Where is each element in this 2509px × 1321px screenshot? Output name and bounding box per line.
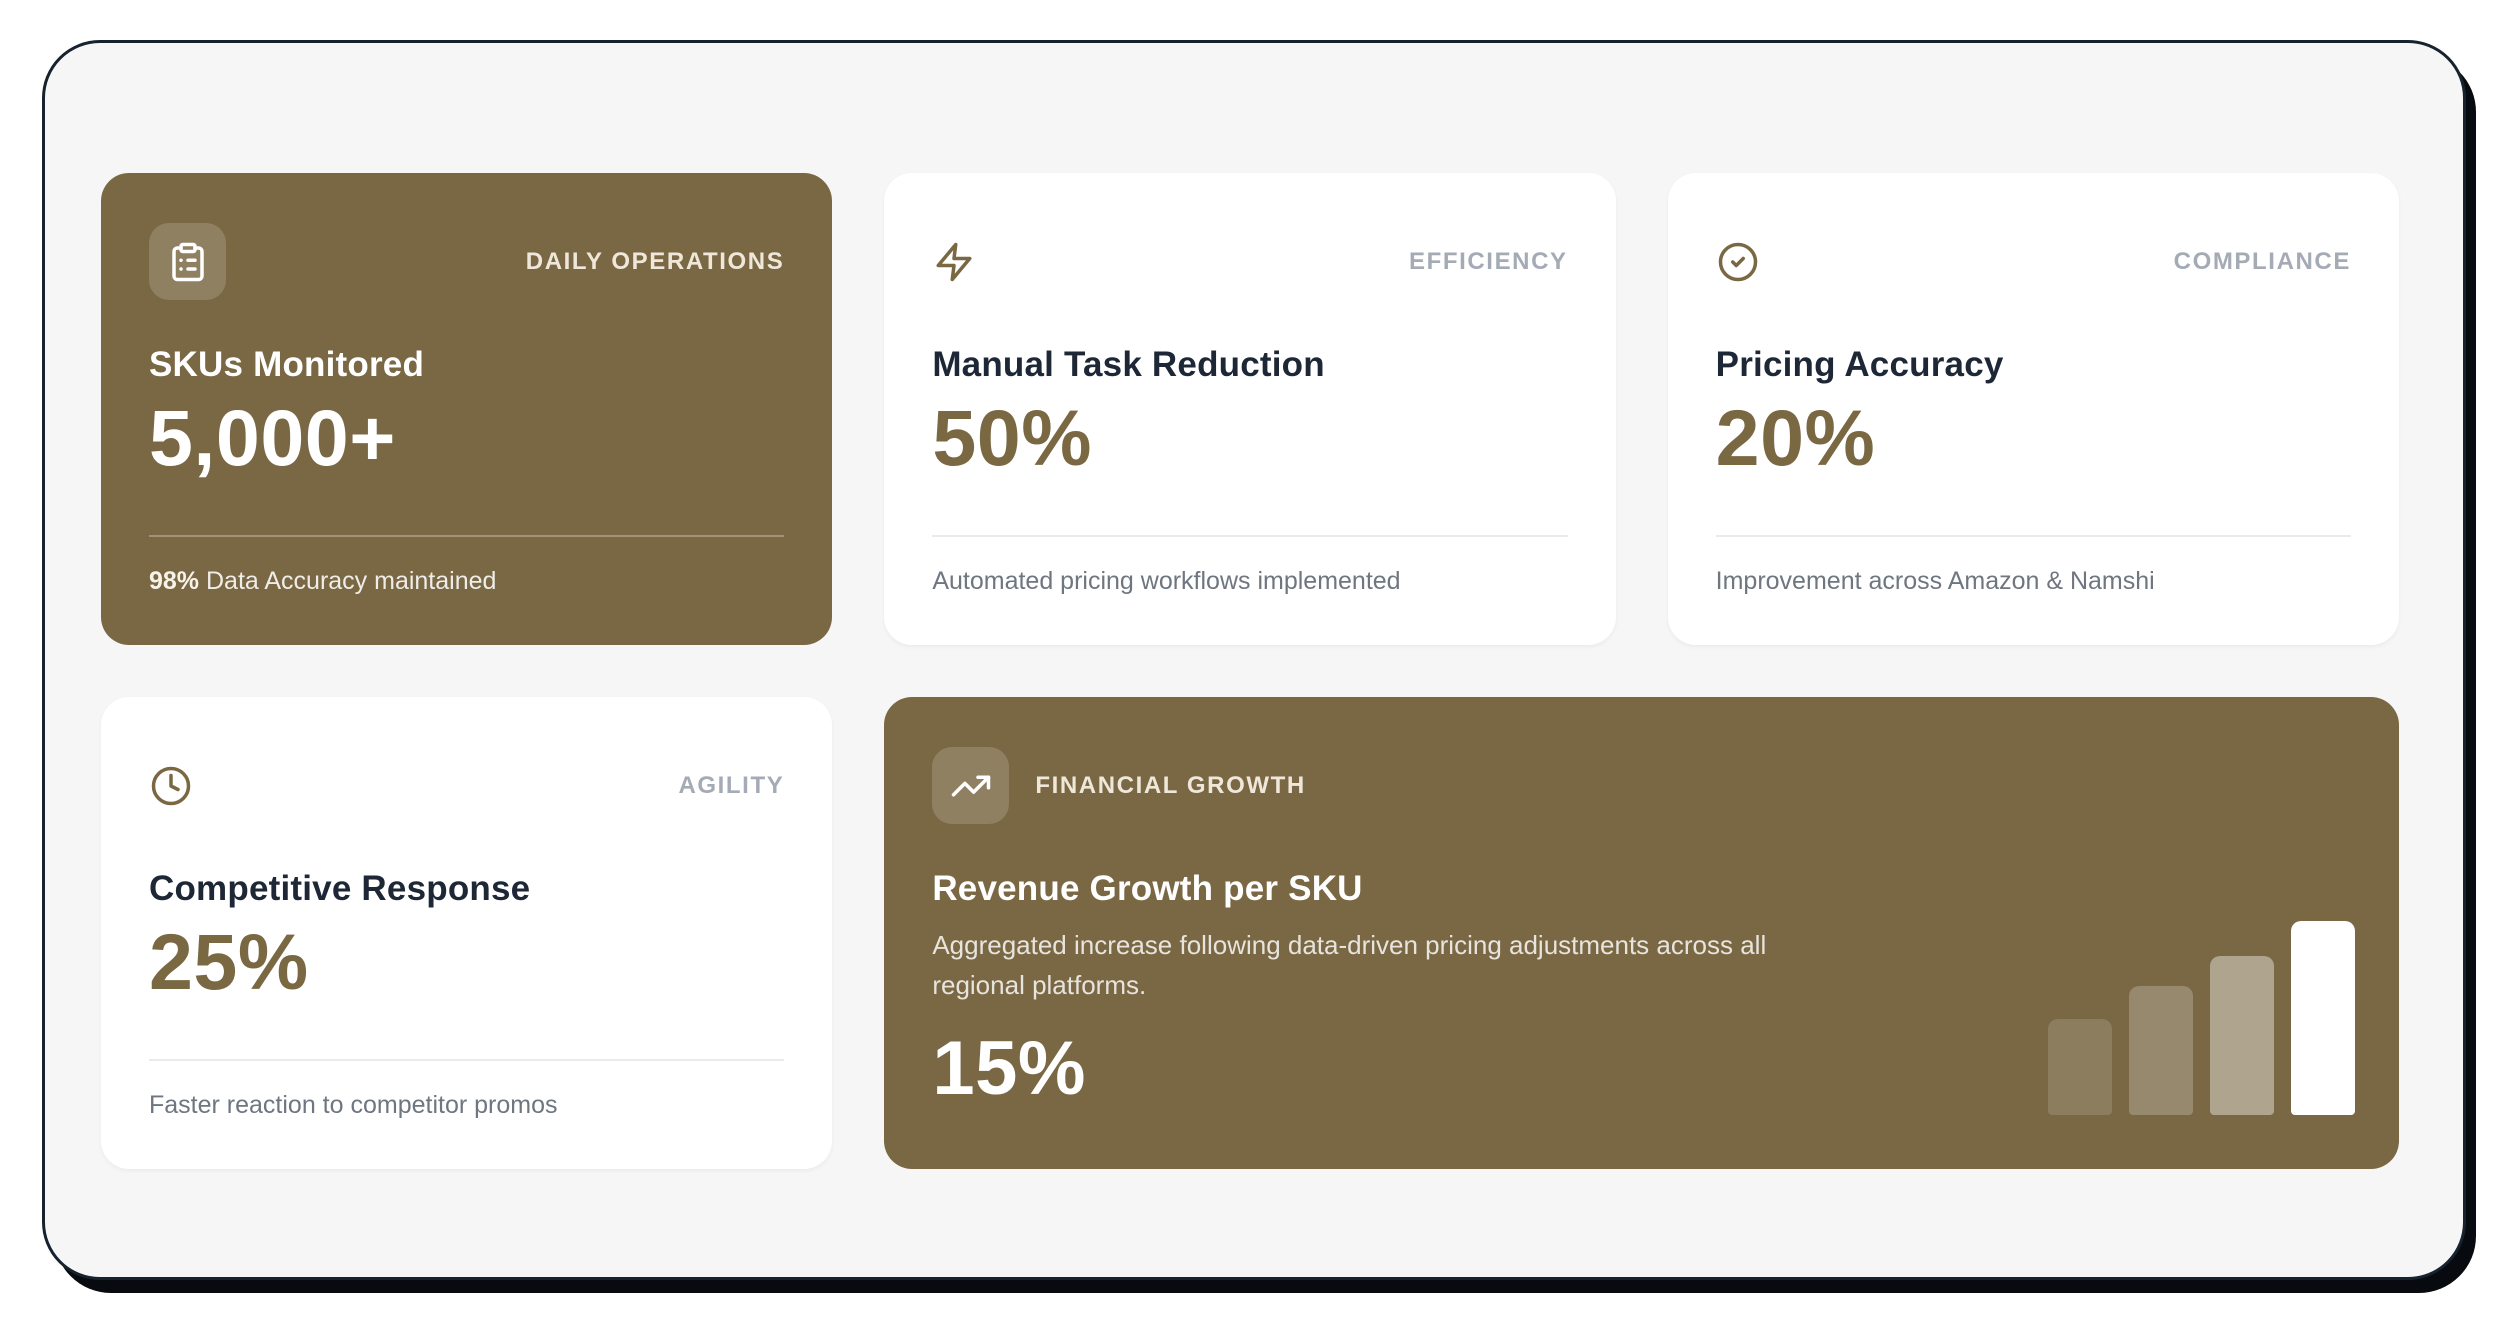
card-financial-growth: FINANCIAL GROWTH Revenue Growth per SKU … — [884, 697, 2399, 1169]
metrics-grid: DAILY OPERATIONS SKUs Monitored 5,000+ 9… — [45, 43, 2463, 1277]
card-title: Competitive Response — [149, 869, 531, 908]
growth-bar — [2209, 956, 2274, 1115]
divider — [1715, 534, 2351, 537]
footnote-text: Data Accuracy maintained — [199, 566, 497, 595]
clock-icon — [149, 764, 193, 808]
card-footnote: Improvement across Amazon & Namshi — [1715, 566, 2155, 595]
card-tag: EFFICIENCY — [1408, 247, 1568, 275]
card-tag: FINANCIAL GROWTH — [1035, 771, 1306, 799]
card-value: 5,000+ — [149, 392, 396, 482]
card-footnote: Faster reaction to competitor promos — [149, 1090, 558, 1119]
divider — [149, 534, 785, 537]
card-efficiency: EFFICIENCY Manual Task Reduction 50% Aut… — [884, 173, 1616, 645]
card-header: FINANCIAL GROWTH — [932, 747, 2351, 824]
card-header: DAILY OPERATIONS — [149, 223, 784, 300]
clipboard-list-icon — [149, 223, 226, 300]
card-compliance: COMPLIANCE Pricing Accuracy 20% Improvem… — [1667, 173, 2399, 645]
card-tag: DAILY OPERATIONS — [525, 247, 785, 275]
card-footnote: Automated pricing workflows implemented — [932, 566, 1401, 595]
card-value: 15% — [932, 1026, 1086, 1112]
lightning-icon — [932, 240, 976, 284]
card-tag: AGILITY — [678, 771, 785, 799]
card-agility: AGILITY Competitive Response 25% Faster … — [101, 697, 833, 1169]
card-title: SKUs Monitored — [149, 345, 425, 384]
card-header: AGILITY — [149, 747, 784, 824]
card-header: COMPLIANCE — [1716, 223, 2351, 300]
trending-up-icon — [932, 747, 1010, 824]
card-title: Manual Task Reduction — [932, 345, 1325, 384]
card-footnote: 98% Data Accuracy maintained — [149, 565, 784, 598]
card-value: 25% — [149, 916, 309, 1006]
card-title: Pricing Accuracy — [1715, 345, 2004, 384]
card-daily-operations: DAILY OPERATIONS SKUs Monitored 5,000+ 9… — [101, 173, 833, 645]
footnote-strong: 98% — [149, 566, 200, 595]
growth-bar — [2128, 986, 2193, 1115]
card-value: 20% — [1715, 392, 1876, 482]
growth-bar-chart — [2047, 921, 2355, 1115]
growth-bar — [2290, 921, 2355, 1115]
check-circle-icon — [1716, 240, 1760, 284]
card-title: Revenue Growth per SKU — [932, 869, 1363, 908]
divider — [149, 1058, 785, 1061]
card-tag: COMPLIANCE — [2173, 247, 2351, 275]
growth-bar — [2047, 1019, 2112, 1115]
divider — [932, 534, 1568, 537]
card-value: 50% — [932, 392, 1092, 482]
dashboard-panel: DAILY OPERATIONS SKUs Monitored 5,000+ 9… — [42, 40, 2466, 1280]
card-header: EFFICIENCY — [932, 223, 1567, 300]
card-description: Aggregated increase following data-drive… — [932, 929, 1767, 1000]
